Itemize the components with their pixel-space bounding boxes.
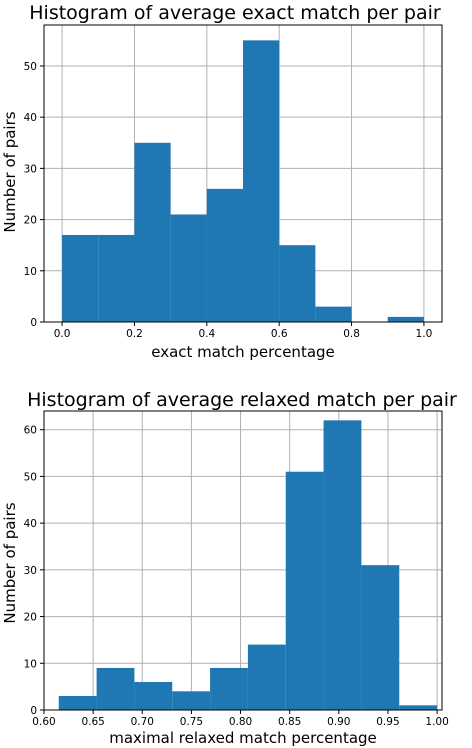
histogram-bar xyxy=(285,471,324,710)
y-axis-label: Number of pairs xyxy=(1,502,19,623)
y-tick-label: 30 xyxy=(24,565,37,577)
bars xyxy=(58,420,438,710)
x-tick-label: 0.6 xyxy=(271,328,288,340)
histogram-bar xyxy=(387,316,424,322)
histogram-bar xyxy=(96,667,135,710)
x-tick-label: 0.0 xyxy=(54,328,71,340)
y-tick-label: 50 xyxy=(24,61,37,73)
y-tick-label: 20 xyxy=(24,612,37,624)
histogram-bar xyxy=(243,40,280,323)
x-tick-label: 0.85 xyxy=(278,716,301,728)
histogram-bar xyxy=(323,420,362,710)
y-tick-labels: 0 10 20 30 40 50 xyxy=(24,61,44,329)
y-tick-label: 10 xyxy=(24,266,37,278)
histogram-bar xyxy=(62,234,99,322)
histogram-bar xyxy=(399,705,438,710)
relaxed-match-histogram: Histogram of average relaxed match per p… xyxy=(1,389,457,747)
x-tick-label: 0.4 xyxy=(198,328,215,340)
x-tick-label: 1.00 xyxy=(425,716,448,728)
x-axis-label: exact match percentage xyxy=(151,343,335,361)
x-tick-label: 1.0 xyxy=(416,328,433,340)
histogram-bar xyxy=(98,234,135,322)
histogram-bar xyxy=(361,565,400,710)
y-tick-labels: 0 10 20 30 40 50 60 xyxy=(24,425,44,717)
histogram-bar xyxy=(206,188,243,322)
histogram-bar xyxy=(172,691,211,710)
y-tick-label: 20 xyxy=(24,215,37,227)
x-tick-labels: 0.60 0.65 0.70 0.75 0.80 0.85 0.90 0.95 1.00 xyxy=(32,710,449,728)
x-tick-label: 0.90 xyxy=(327,716,350,728)
y-tick-label: 0 xyxy=(30,317,37,329)
x-tick-label: 0.75 xyxy=(180,716,203,728)
x-tick-label: 0.80 xyxy=(229,716,252,728)
y-tick-label: 10 xyxy=(24,658,37,670)
x-tick-labels: 0.0 0.2 0.4 0.6 0.8 1.0 xyxy=(54,322,433,340)
y-tick-label: 60 xyxy=(24,425,37,437)
histogram-bar xyxy=(247,644,286,710)
x-tick-label: 0.2 xyxy=(126,328,143,340)
plot-frame xyxy=(43,24,443,323)
histogram-bar xyxy=(134,681,173,710)
histogram-bar xyxy=(58,695,97,710)
histogram-bar xyxy=(170,214,207,322)
exact-match-histogram: Histogram of average exact match per pai… xyxy=(1,2,443,361)
y-axis-label: Number of pairs xyxy=(1,111,19,232)
x-tick-label: 0.60 xyxy=(32,716,55,728)
x-tick-label: 0.95 xyxy=(376,716,399,728)
y-tick-label: 40 xyxy=(24,112,37,124)
y-tick-label: 0 xyxy=(30,705,37,717)
histogram-bar xyxy=(210,667,248,710)
y-tick-label: 30 xyxy=(24,163,37,175)
plot-frame xyxy=(43,410,443,711)
chart-title: Histogram of average relaxed match per p… xyxy=(27,389,457,411)
x-tick-label: 0.65 xyxy=(81,716,104,728)
histogram-bar xyxy=(315,306,352,322)
histogram-bar xyxy=(279,245,316,322)
y-tick-label: 50 xyxy=(24,471,37,483)
histogram-bar xyxy=(134,142,171,322)
bars xyxy=(62,40,424,323)
x-tick-label: 0.8 xyxy=(343,328,360,340)
x-axis-label: maximal relaxed match percentage xyxy=(109,729,377,747)
x-tick-label: 0.70 xyxy=(131,716,154,728)
chart-title: Histogram of average exact match per pai… xyxy=(29,2,441,24)
y-tick-label: 40 xyxy=(24,518,37,530)
